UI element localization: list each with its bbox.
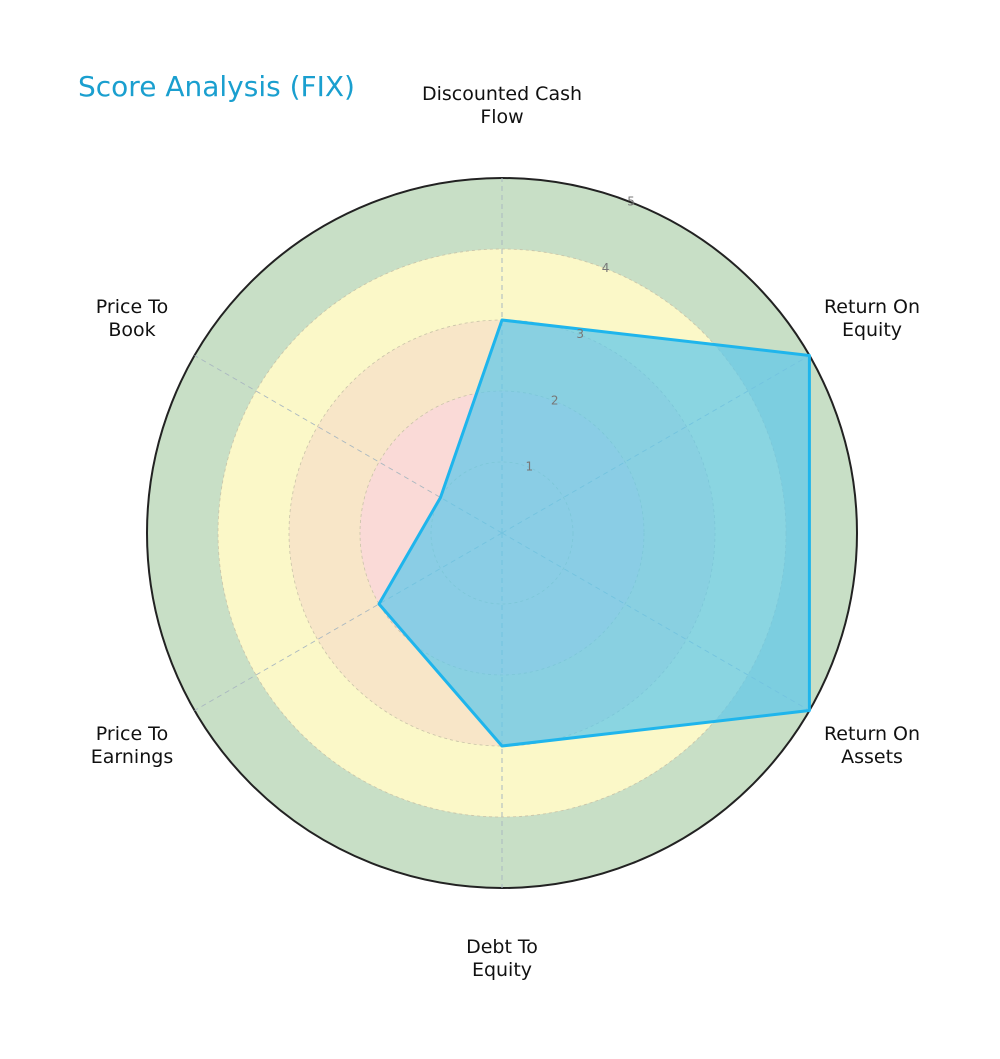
axis-label: Return On Equity	[824, 296, 920, 341]
axis-label: Price To Book	[96, 296, 168, 341]
axis-label: Return On Assets	[824, 723, 920, 768]
radial-tick-labels: 1 2 3 4 5	[525, 195, 634, 474]
tick-label: 3	[576, 327, 584, 341]
data-polygon	[377, 318, 811, 748]
tick-label: 5	[627, 195, 635, 209]
tick-label: 1	[525, 460, 533, 474]
tick-label: 4	[602, 261, 610, 275]
axis-label: Debt To Equity	[466, 936, 538, 981]
chart-title: Score Analysis (FIX)	[78, 70, 355, 103]
score-polygon	[377, 318, 811, 748]
axis-labels: Discounted Cash Flow Return On Equity Return…	[91, 83, 920, 981]
axis-label: Price To Earnings	[91, 723, 173, 768]
tick-label: 2	[551, 393, 559, 407]
axis-label: Discounted Cash Flow	[422, 83, 582, 128]
